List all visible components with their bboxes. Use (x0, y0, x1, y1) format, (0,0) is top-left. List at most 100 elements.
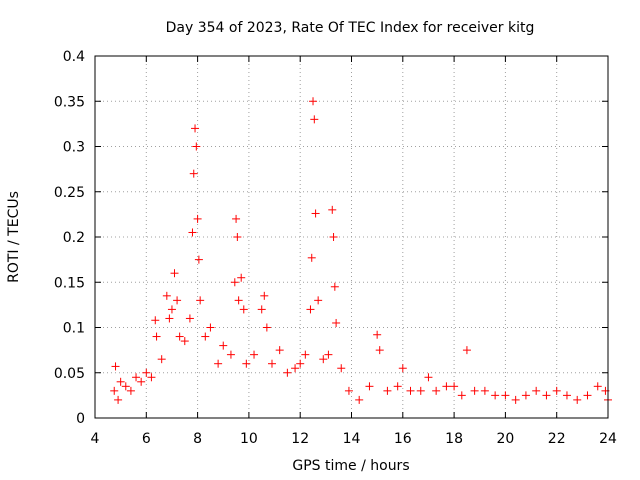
x-tick-label: 8 (193, 431, 202, 447)
data-point (309, 97, 318, 106)
x-tick-label: 16 (394, 431, 412, 447)
data-point (170, 269, 179, 278)
data-point (137, 377, 146, 386)
data-point (442, 382, 451, 391)
data-point (201, 332, 210, 341)
y-tick-label: 0.25 (54, 185, 85, 201)
data-point (185, 314, 194, 323)
data-point (583, 391, 592, 400)
data-point (432, 386, 441, 395)
data-point (511, 395, 520, 404)
y-tick-label: 0.4 (63, 49, 85, 65)
data-point (301, 350, 310, 359)
data-point (257, 305, 266, 314)
data-point (319, 355, 328, 364)
data-point (324, 350, 333, 359)
data-point (126, 386, 135, 395)
data-point (562, 391, 571, 400)
x-axis-label: GPS time / hours (292, 458, 409, 474)
data-point (114, 395, 123, 404)
data-point (291, 364, 300, 373)
data-point (111, 362, 120, 371)
data-point (175, 332, 184, 341)
data-point (232, 214, 241, 223)
x-tick-label: 20 (496, 431, 514, 447)
data-point (393, 382, 402, 391)
data-point (239, 305, 248, 314)
data-point (151, 316, 160, 325)
data-point (573, 395, 582, 404)
data-point (157, 355, 166, 364)
data-point (470, 386, 479, 395)
y-tick-label: 0.1 (63, 321, 85, 337)
data-point (283, 368, 292, 377)
data-point (542, 391, 551, 400)
data-point (521, 391, 530, 400)
data-point (424, 373, 433, 382)
data-point (355, 395, 364, 404)
data-point (192, 142, 201, 151)
data-point (234, 296, 243, 305)
x-tick-label: 10 (240, 431, 258, 447)
data-point (180, 337, 189, 346)
y-tick-label: 0.35 (54, 94, 85, 110)
data-point (450, 382, 459, 391)
y-tick-label: 0 (76, 411, 85, 427)
data-point (332, 318, 341, 327)
data-point (406, 386, 415, 395)
data-point (226, 350, 235, 359)
y-tick-label: 0.2 (63, 230, 85, 246)
x-tick-label: 22 (548, 431, 566, 447)
data-point (237, 273, 246, 282)
data-point (196, 296, 205, 305)
x-tick-label: 6 (142, 431, 151, 447)
data-point (162, 291, 171, 300)
data-point (206, 323, 215, 332)
data-point (152, 332, 161, 341)
x-tick-label: 4 (91, 431, 100, 447)
data-point (383, 386, 392, 395)
data-point (275, 346, 284, 355)
data-point (337, 364, 346, 373)
data-point (110, 386, 119, 395)
data-point (189, 169, 198, 178)
data-point (233, 233, 242, 241)
data-point (230, 278, 239, 287)
data-point (132, 373, 141, 382)
y-tick-label: 0.05 (54, 366, 85, 382)
data-point (501, 391, 510, 400)
data-point (532, 386, 541, 395)
x-tick-label: 14 (343, 431, 361, 447)
data-point (344, 386, 353, 395)
data-point (593, 382, 602, 391)
y-axis-label: ROTI / TECUs (6, 191, 22, 283)
data-point (398, 364, 407, 373)
data-point (214, 359, 223, 368)
data-point (142, 368, 151, 377)
data-point (262, 323, 271, 332)
data-point (373, 330, 382, 339)
data-point (311, 209, 320, 218)
data-point (193, 214, 202, 223)
data-point (165, 314, 174, 323)
data-point (307, 253, 316, 262)
data-point (219, 341, 228, 350)
data-point (314, 296, 323, 305)
data-point (121, 382, 130, 391)
data-point (330, 282, 339, 291)
data-point (267, 359, 276, 368)
data-point (194, 255, 203, 264)
data-point (116, 377, 125, 386)
data-point (173, 296, 182, 305)
grid-lines (95, 56, 608, 418)
data-point (310, 115, 319, 124)
data-point (491, 391, 500, 400)
data-point (191, 124, 200, 133)
data-point (462, 346, 471, 355)
y-tick-label: 0.3 (63, 140, 85, 156)
scatter-points (110, 97, 612, 404)
data-point (242, 359, 251, 368)
data-point (457, 391, 466, 400)
data-point (167, 305, 176, 314)
